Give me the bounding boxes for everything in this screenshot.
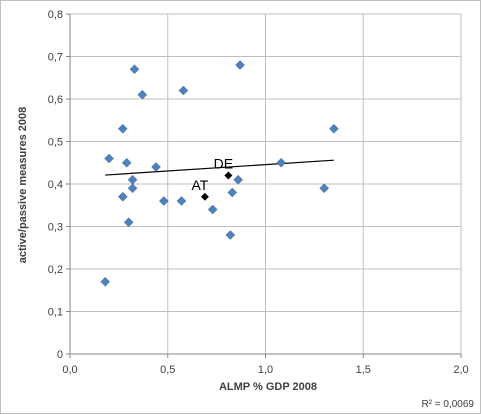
data-point [178,85,189,96]
trendline-group [105,159,334,176]
data-point [158,196,169,206]
point-label-de: DE [214,156,233,172]
data-point [276,157,286,168]
data-point [127,183,138,194]
y-tick-label: 0,3 [48,222,63,234]
tick-labels: 0 0,1 0,2 0,3 0,4 0,5 0,6 0,7 0,8 0,0 0,5 1,0 1,5 2,0 [48,9,469,376]
data-point [129,64,140,75]
y-tick-label: 0,7 [48,52,63,64]
y-tick-label: 0,4 [48,179,63,191]
data-point [127,174,138,185]
data-point [151,162,161,172]
y-tick-label: 0,8 [48,9,63,21]
data-point [233,174,243,185]
x-tick-label: 0,0 [62,364,77,376]
trendline [105,159,334,176]
highlighted-point-de [223,170,234,181]
x-tick-label: 1,5 [356,364,371,376]
x-tick-label: 0,5 [160,364,175,376]
data-point [227,187,238,198]
y-tick-label: 0,6 [48,94,63,106]
data-point [225,230,236,240]
data-point [207,204,218,215]
data-point [235,60,245,70]
data-point [121,157,132,168]
y-tick-label: 0,1 [48,307,63,319]
y-axis-title: active/passive measures 2008 [17,107,29,264]
grid-lines [70,13,462,354]
data-point [104,153,114,164]
highlighted-point-at [199,191,210,202]
data-point [123,217,134,228]
data-point [100,276,111,287]
x-tick-label: 2,0 [453,364,468,376]
data-point [137,89,148,100]
highlighted-points: AT DE [191,156,234,202]
data-point [176,196,187,206]
axes [66,13,462,358]
y-tick-label: 0,2 [48,264,63,276]
y-tick-label: 0 [57,349,63,361]
data-point [117,191,128,202]
data-points [100,60,339,287]
data-point [329,123,339,134]
x-axis-title: ALMP % GDP 2008 [219,381,317,393]
y-tick-label: 0,5 [48,137,63,149]
data-point [117,123,128,134]
data-point [319,183,330,194]
r-squared-label: R² = 0,0069 [421,399,474,410]
x-tick-label: 1,0 [258,364,273,376]
point-label-at: AT [191,177,208,193]
